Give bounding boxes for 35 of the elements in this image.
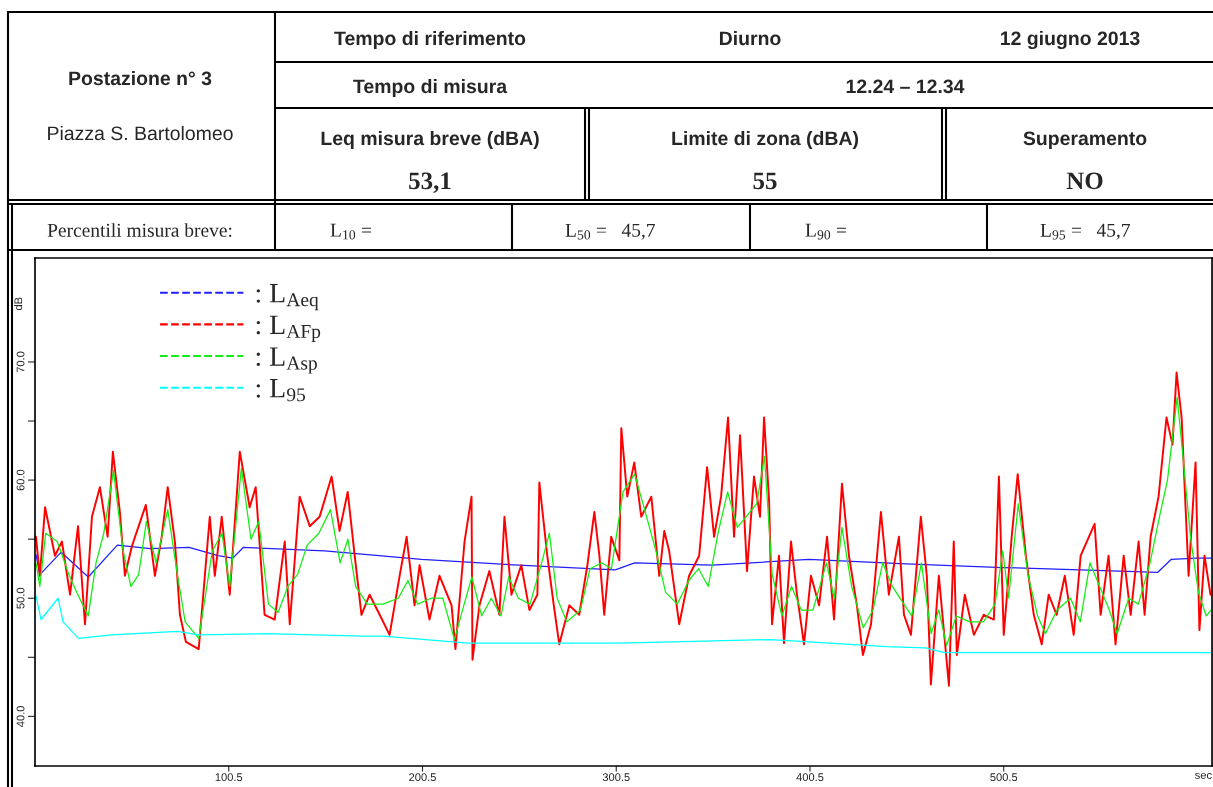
text: L$_{95}$ = 45,7 (1040, 223, 1130, 240)
text: Piazza S. Bartolomeo (48, 125, 233, 141)
text: NO (1066, 172, 1103, 190)
text: L$_{50}$ = 45,7 (565, 223, 655, 240)
text: Limite di zona (dBA) (672, 130, 859, 150)
x-tick-label: 400.5 (796, 773, 824, 782)
legend-label: : L$_{95}$ (256, 379, 306, 402)
text: 53,1 (409, 172, 451, 193)
text: Leq misura breve (dBA) (321, 130, 539, 150)
x-tick-label: 200.5 (409, 773, 436, 782)
line-series (35, 544, 1212, 578)
text: Diurno (719, 30, 781, 46)
x-tick-label: 500.5 (990, 773, 1018, 782)
legend-label: : L$_{Aeq}$ (256, 284, 319, 311)
y-tick-label: 60.0 (16, 469, 25, 491)
text: 55 (753, 172, 777, 190)
y-axis-title: dB (14, 297, 23, 311)
y-tick-label: 50.0 (16, 587, 25, 609)
text: Tempo di misura (353, 78, 508, 98)
text: Postazione n° 3 (69, 70, 212, 86)
x-axis-title: sec (1195, 772, 1212, 779)
text: 12.24 – 12.34 (846, 79, 965, 94)
text: L$_{90}$ = (805, 223, 846, 240)
text: Tempo di riferimento (334, 30, 526, 50)
text: Percentili misura breve: (47, 223, 232, 237)
line-series (35, 595, 1212, 654)
text: 12 giugno 2013 (1000, 30, 1140, 50)
y-tick-label: 40.0 (16, 706, 25, 727)
y-tick-label: 70.0 (16, 351, 25, 373)
legend-label: : L$_{Asp}$ (256, 347, 317, 374)
legend-label: : L$_{AFp}$ (256, 315, 321, 342)
x-tick-label: 300.5 (602, 773, 630, 782)
x-tick-label: 100.5 (215, 773, 243, 782)
text: L$_{10}$ = (330, 223, 371, 240)
text: Superamento (1023, 131, 1147, 150)
